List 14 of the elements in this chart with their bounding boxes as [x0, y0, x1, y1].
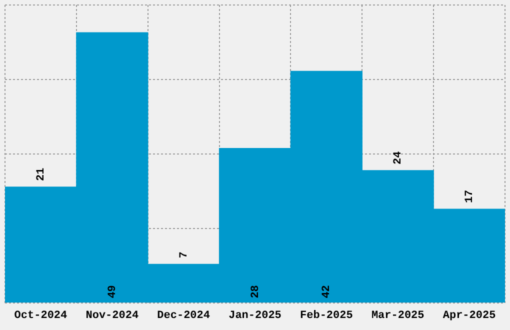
x-tick-label: Dec-2024 [157, 310, 210, 322]
data-label: 49 [106, 285, 119, 298]
x-tick-label: Apr-2025 [442, 310, 496, 322]
x-tick-label: Oct-2024 [14, 310, 68, 322]
data-label: 21 [35, 167, 48, 181]
x-tick-label: Feb-2025 [300, 310, 354, 322]
x-tick-label: Nov-2024 [86, 310, 139, 322]
x-tick-label: Jan-2025 [228, 310, 282, 322]
data-label: 24 [392, 150, 405, 164]
data-label: 28 [250, 284, 262, 298]
data-label: 17 [464, 190, 476, 204]
x-tick-label: Mar-2025 [371, 310, 425, 322]
data-label: 42 [321, 285, 334, 298]
data-label: 7 [178, 252, 190, 258]
